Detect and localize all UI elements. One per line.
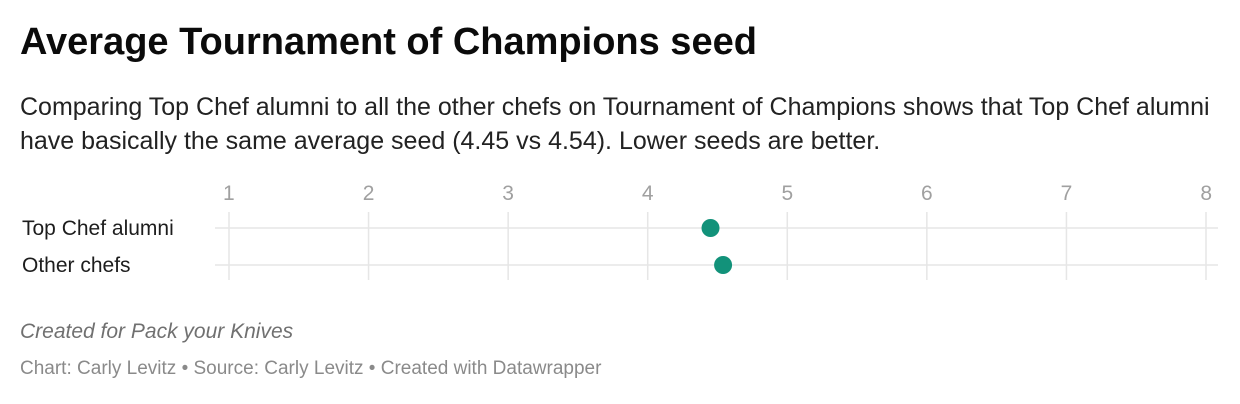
x-axis-ticks: 1 2 3 4 5 6 7 8 [223, 182, 1212, 205]
chart-title: Average Tournament of Champions seed [20, 21, 757, 63]
chart-credit-author[interactable]: Carly Levitz [77, 358, 177, 379]
x-tick-label: 3 [502, 182, 514, 205]
x-tick-label: 1 [223, 182, 235, 205]
source-label: Source: [193, 358, 259, 379]
data-dot[interactable] [701, 219, 720, 237]
x-tick-label: 6 [921, 182, 933, 205]
data-dot[interactable] [714, 256, 733, 274]
x-tick-label: 8 [1200, 182, 1212, 205]
x-tick-label: 4 [642, 182, 654, 205]
x-tick-label: 7 [1061, 182, 1073, 205]
chart-byline: Chart: Carly Levitz • Source: Carly Levi… [20, 358, 601, 380]
row-label: Other chefs [22, 254, 131, 277]
byline-separator: • [368, 358, 376, 379]
chart-credit-label: Chart: [20, 358, 72, 379]
source-name[interactable]: Carly Levitz [264, 358, 364, 379]
data-points [701, 219, 733, 274]
dot-plot: 1 2 3 4 5 6 7 8 Top Chef alumni Other chefs [22, 182, 1218, 280]
created-with-datawrapper[interactable]: Created with Datawrapper [380, 358, 602, 379]
row-label: Top Chef alumni [22, 217, 174, 240]
x-tick-label: 5 [781, 182, 793, 205]
row-labels: Top Chef alumni Other chefs [22, 217, 174, 277]
x-tick-label: 2 [363, 182, 375, 205]
byline-separator: • [181, 358, 189, 379]
chart-subtitle: Comparing Top Chef alumni to all the oth… [20, 93, 1210, 155]
chart-notes: Created for Pack your Knives [20, 320, 294, 343]
